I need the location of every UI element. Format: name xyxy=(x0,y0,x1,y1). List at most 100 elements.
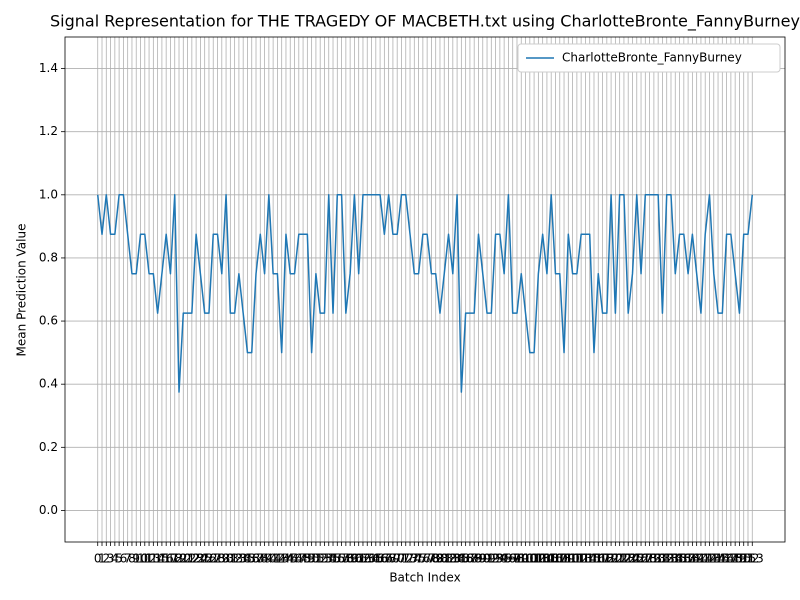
x-tick-label: 47 xyxy=(291,552,306,566)
x-tick-label: 29 xyxy=(214,552,229,566)
x-tick-label: 98 xyxy=(509,552,524,566)
x-tick-label: 119 xyxy=(595,552,618,566)
x-tick-label: 88 xyxy=(467,552,482,566)
x-tick-label: 80 xyxy=(432,552,447,566)
x-tick-label: 147 xyxy=(715,552,738,566)
x-tick-label: 118 xyxy=(591,552,614,566)
x-tick-label: 153 xyxy=(741,552,764,566)
x-tick-label: 138 xyxy=(677,552,700,566)
x-tick-label: 45 xyxy=(283,552,298,566)
x-tick-label: 82 xyxy=(441,552,456,566)
x-tick-label: 42 xyxy=(270,552,285,566)
x-axis-label: Batch Index xyxy=(389,571,460,585)
x-tick-label: 149 xyxy=(724,552,747,566)
x-tick-label: 7 xyxy=(124,552,132,566)
x-tick-label: 58 xyxy=(338,552,353,566)
x-tick-label: 151 xyxy=(732,552,755,566)
x-tick-label: 107 xyxy=(544,552,567,566)
x-tick-label: 131 xyxy=(647,552,670,566)
x-tick-label: 123 xyxy=(612,552,635,566)
x-tick-label: 67 xyxy=(377,552,392,566)
x-tick-label: 136 xyxy=(668,552,691,566)
x-tick-label: 69 xyxy=(385,552,400,566)
x-tick-label: 115 xyxy=(578,552,601,566)
x-tick-label: 78 xyxy=(424,552,439,566)
x-tick-label: 121 xyxy=(604,552,627,566)
x-tick-label: 63 xyxy=(360,552,375,566)
x-tick-label: 93 xyxy=(488,552,503,566)
x-tick-label: 19 xyxy=(171,552,186,566)
x-tick-label: 76 xyxy=(415,552,430,566)
y-tick-label: 0.8 xyxy=(39,250,58,264)
x-tick-label: 55 xyxy=(325,552,340,566)
x-tick-label: 16 xyxy=(159,552,174,566)
x-tick-label: 104 xyxy=(531,552,554,566)
y-tick-label: 0.6 xyxy=(39,314,58,328)
x-tick-label: 12 xyxy=(141,552,156,566)
x-tick-label: 86 xyxy=(458,552,473,566)
x-tick-label: 92 xyxy=(484,552,499,566)
x-tick-label: 35 xyxy=(240,552,255,566)
x-tick-label: 124 xyxy=(617,552,640,566)
y-tick-label: 0.2 xyxy=(39,440,58,454)
x-tick-label: 73 xyxy=(402,552,417,566)
x-tick-label: 60 xyxy=(347,552,362,566)
x-tick-label: 54 xyxy=(321,552,336,566)
x-tick-label: 9 xyxy=(132,552,140,566)
x-tick-label: 57 xyxy=(334,552,349,566)
x-tick-label: 127 xyxy=(630,552,653,566)
x-tick-label: 150 xyxy=(728,552,751,566)
x-tick-label: 114 xyxy=(574,552,597,566)
x-tick-label: 108 xyxy=(548,552,571,566)
x-tick-label: 43 xyxy=(274,552,289,566)
x-tick-label: 132 xyxy=(651,552,674,566)
x-tick-label: 71 xyxy=(394,552,409,566)
x-tick-label: 18 xyxy=(167,552,182,566)
x-tick-label: 74 xyxy=(407,552,422,566)
x-tick-label: 23 xyxy=(188,552,203,566)
x-tick-label: 39 xyxy=(257,552,272,566)
x-tick-label: 129 xyxy=(638,552,661,566)
x-tick-label: 90 xyxy=(475,552,490,566)
x-tick-label: 141 xyxy=(689,552,712,566)
x-tick-label: 14 xyxy=(150,552,165,566)
y-tick-label: 0.0 xyxy=(39,503,58,517)
x-tick-label: 87 xyxy=(462,552,477,566)
x-tick-label: 22 xyxy=(184,552,199,566)
x-tick-label: 100 xyxy=(514,552,537,566)
x-tick-label: 44 xyxy=(278,552,293,566)
x-tick-label: 49 xyxy=(300,552,315,566)
x-tick-label: 117 xyxy=(587,552,610,566)
x-tick-label: 70 xyxy=(390,552,405,566)
x-tick-label: 94 xyxy=(492,552,507,566)
x-tick-label: 145 xyxy=(707,552,730,566)
chart-title: Signal Representation for THE TRAGEDY OF… xyxy=(50,12,800,32)
x-tick-label: 25 xyxy=(197,552,212,566)
x-tick-label: 137 xyxy=(672,552,695,566)
x-tick-label: 1 xyxy=(98,552,106,566)
x-tick-label: 0 xyxy=(94,552,102,566)
x-tick-label: 21 xyxy=(180,552,195,566)
x-tick-label: 51 xyxy=(308,552,323,566)
x-tick-label: 84 xyxy=(449,552,464,566)
x-tick-label: 152 xyxy=(737,552,760,566)
x-tick-label: 143 xyxy=(698,552,721,566)
x-tick-label: 64 xyxy=(364,552,379,566)
x-tick-label: 77 xyxy=(419,552,434,566)
x-tick-label: 30 xyxy=(218,552,233,566)
x-tick-label: 10 xyxy=(133,552,148,566)
x-tick-label: 85 xyxy=(454,552,469,566)
x-tick-label: 53 xyxy=(317,552,332,566)
x-tick-label: 91 xyxy=(479,552,494,566)
x-tick-label: 6 xyxy=(120,552,128,566)
data-line xyxy=(96,194,754,393)
x-tick-label: 106 xyxy=(540,552,563,566)
x-tick-label: 65 xyxy=(368,552,383,566)
y-tick-label: 1.0 xyxy=(39,187,58,201)
legend-box xyxy=(517,43,781,73)
x-tick-label: 142 xyxy=(694,552,717,566)
x-tick-label: 40 xyxy=(261,552,276,566)
x-tick-label: 140 xyxy=(685,552,708,566)
